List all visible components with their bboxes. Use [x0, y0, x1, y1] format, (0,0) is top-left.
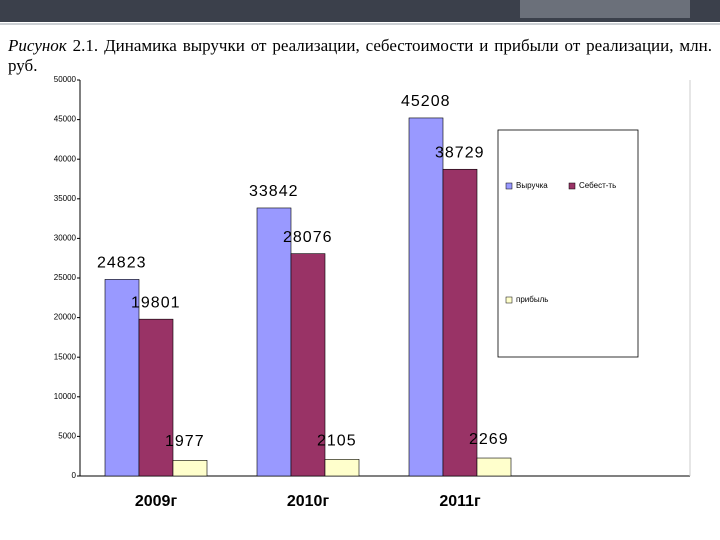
bar	[104, 279, 140, 477]
data-label: 45208	[401, 93, 451, 110]
data-label: 33842	[249, 183, 299, 200]
y-tick-label: 40000	[54, 154, 77, 163]
figure-label: Рисунок	[8, 36, 67, 55]
bar	[256, 207, 292, 477]
data-label: 28076	[283, 229, 333, 246]
legend-label: Себест-ть	[579, 181, 616, 190]
y-tick-label: 15000	[54, 352, 77, 361]
legend-label: Выручка	[516, 181, 548, 190]
legend-swatch	[505, 182, 513, 190]
data-label: 2105	[317, 433, 357, 450]
top-bar-accent	[520, 0, 690, 18]
x-tick-label: 2010г	[287, 493, 330, 510]
data-label: 38729	[435, 144, 485, 161]
bar	[324, 459, 360, 477]
data-label: 24823	[97, 255, 147, 272]
bar	[138, 318, 174, 477]
legend-swatch	[505, 296, 513, 304]
chart-title: 2.1. Динамика выручки от реализации, себ…	[8, 36, 712, 75]
y-tick-label: 45000	[54, 115, 77, 124]
caption: Рисунок 2.1. Динамика выручки от реализа…	[8, 36, 712, 76]
y-tick-label: 0	[72, 471, 77, 480]
bar	[408, 117, 444, 477]
legend-box	[497, 129, 639, 358]
y-tick-label: 25000	[54, 273, 77, 282]
y-tick-label: 30000	[54, 234, 77, 243]
legend-label: прибыль	[516, 295, 548, 304]
y-tick-label: 10000	[54, 392, 77, 401]
bar	[290, 253, 326, 477]
data-label: 2269	[469, 431, 509, 448]
y-tick-label: 50000	[54, 75, 77, 84]
data-label: 1977	[165, 433, 205, 450]
y-tick-label: 5000	[58, 432, 76, 441]
data-label: 19801	[131, 294, 181, 311]
y-tick-label: 35000	[54, 194, 77, 203]
x-tick-label: 2009г	[135, 493, 178, 510]
bar	[476, 457, 512, 477]
y-tick-label: 20000	[54, 313, 77, 322]
x-tick-label: 2011г	[439, 493, 481, 510]
bar	[172, 460, 208, 477]
legend-swatch	[568, 182, 576, 190]
bar	[442, 168, 478, 477]
